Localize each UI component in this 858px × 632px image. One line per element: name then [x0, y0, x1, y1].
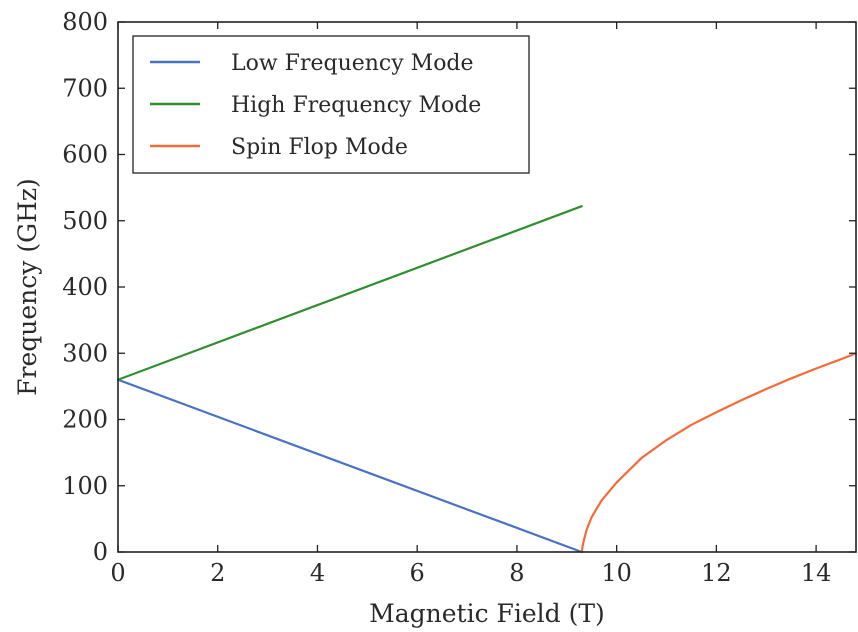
x-tick-label: 8 — [509, 559, 524, 587]
legend: Low Frequency Mode High Frequency Mode Spi… — [132, 35, 530, 174]
x-tick-label: 12 — [701, 559, 732, 587]
y-tick-label: 200 — [62, 406, 108, 434]
x-tick-label: 6 — [410, 559, 425, 587]
y-tick-label: 800 — [62, 8, 108, 36]
y-tick-label: 600 — [62, 141, 108, 169]
x-tick-label: 14 — [801, 559, 832, 587]
plot-lines — [116, 205, 858, 554]
ticks: 0 2 4 6 8 10 12 14 0 100 200 300 400 500 600 700 800 — [62, 8, 856, 587]
x-tick-label: 10 — [601, 559, 632, 587]
x-tick-label: 2 — [210, 559, 225, 587]
legend-label-3: Spin Flop Mode — [231, 135, 408, 160]
legend-label-2: High Frequency Mode — [231, 93, 481, 118]
y-tick-label: 700 — [62, 74, 108, 102]
series-line-2 — [116, 205, 583, 381]
y-tick-label: 400 — [62, 273, 108, 301]
y-tick-label: 300 — [62, 339, 108, 367]
y-tick-label: 500 — [62, 207, 108, 235]
y-tick-label: 0 — [93, 538, 108, 566]
legend-label-1: Low Frequency Mode — [231, 51, 474, 76]
series-line-3 — [580, 352, 858, 554]
x-tick-label: 4 — [310, 559, 325, 587]
y-tick-label: 100 — [62, 472, 108, 500]
x-tick-label: 0 — [110, 559, 125, 587]
y-axis-label: Frequency (GHz) — [13, 178, 42, 396]
x-axis-label: Magnetic Field (T) — [369, 599, 605, 628]
series-line-1 — [116, 378, 583, 554]
